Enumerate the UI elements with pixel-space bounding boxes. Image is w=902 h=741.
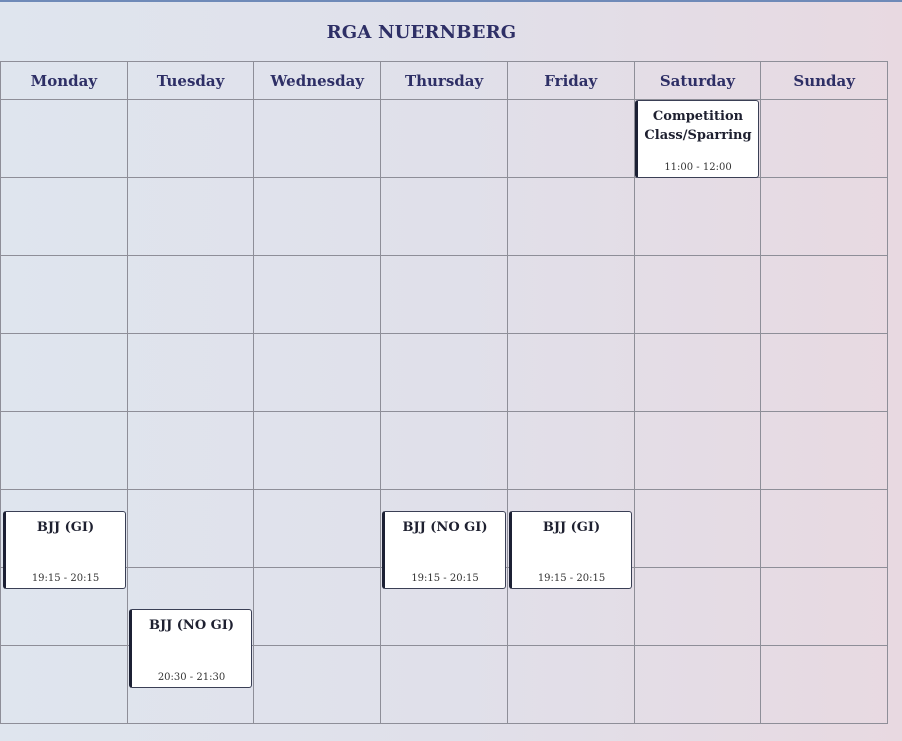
time-slot-cell	[506, 99, 635, 178]
time-slot-cell	[0, 411, 128, 490]
day-header-thursday: Thursday	[380, 61, 508, 100]
event-name: BJJ (GI)	[36, 520, 95, 535]
time-slot-row	[0, 645, 888, 724]
time-slot-cell	[633, 489, 762, 568]
time-slot-cell	[506, 333, 635, 412]
event-card[interactable]: BJJ (NO GI) 19:15 - 20:15	[382, 511, 506, 589]
time-slot-cell	[506, 255, 635, 334]
time-slot-cell	[633, 177, 762, 256]
time-slot-cell	[380, 177, 508, 256]
time-slot-cell	[633, 645, 762, 724]
event-card[interactable]: BJJ (GI) 19:15 - 20:15	[509, 511, 632, 589]
time-slot-cell	[253, 333, 382, 412]
day-header-row: Monday Tuesday Wednesday Thursday Friday…	[0, 61, 888, 100]
event-card[interactable]: BJJ (NO GI) 20:30 - 21:30	[129, 609, 252, 688]
time-slot-row	[0, 255, 888, 334]
time-slot-cell	[506, 411, 635, 490]
time-slot-cell	[633, 255, 762, 334]
day-header-monday: Monday	[0, 61, 128, 100]
time-slot-cell	[633, 411, 762, 490]
time-slot-cell	[253, 411, 382, 490]
time-slot-cell	[760, 177, 888, 256]
time-slot-cell	[760, 489, 888, 568]
event-time: 19:15 - 20:15	[537, 573, 606, 584]
day-header-tuesday: Tuesday	[126, 61, 255, 100]
time-slot-cell	[0, 99, 128, 178]
event-card[interactable]: Competition Class/Sparring 11:00 - 12:00	[635, 100, 759, 178]
time-slot-cell	[126, 411, 255, 490]
event-name: BJJ (GI)	[542, 520, 601, 535]
time-slot-cell	[633, 567, 762, 646]
time-slot-cell	[126, 99, 255, 178]
time-slot-row	[0, 333, 888, 412]
event-time: 20:30 - 21:30	[157, 672, 226, 683]
time-slot-cell	[380, 411, 508, 490]
event-card[interactable]: BJJ (GI) 19:15 - 20:15	[3, 511, 126, 589]
time-slot-cell	[380, 255, 508, 334]
time-slot-cell	[760, 645, 888, 724]
time-slot-cell	[253, 99, 382, 178]
time-slot-cell	[253, 645, 382, 724]
time-slot-cell	[0, 645, 128, 724]
day-header-saturday: Saturday	[633, 61, 762, 100]
time-slot-cell	[506, 645, 635, 724]
time-slot-cell	[760, 411, 888, 490]
time-slot-cell	[253, 177, 382, 256]
time-slot-row	[0, 411, 888, 490]
time-slot-cell	[760, 99, 888, 178]
time-slot-cell	[0, 177, 128, 256]
day-header-wednesday: Wednesday	[253, 61, 382, 100]
event-name: BJJ (NO GI)	[148, 618, 235, 633]
time-slot-cell	[126, 255, 255, 334]
time-slot-row	[0, 177, 888, 256]
time-slot-cell	[380, 333, 508, 412]
time-slot-cell	[760, 333, 888, 412]
event-time: 11:00 - 12:00	[664, 162, 732, 173]
time-slot-cell	[760, 567, 888, 646]
time-slot-cell	[126, 489, 255, 568]
time-slot-cell	[0, 255, 128, 334]
time-slot-cell	[380, 645, 508, 724]
day-header-sunday: Sunday	[760, 61, 888, 100]
event-time: 19:15 - 20:15	[411, 573, 479, 584]
time-slot-cell	[126, 333, 255, 412]
time-slot-cell	[633, 333, 762, 412]
time-slot-cell	[506, 177, 635, 256]
event-name: Competition Class/Sparring	[644, 109, 752, 143]
page-title: RGA NUERNBERG	[326, 22, 517, 43]
time-slot-cell	[126, 177, 255, 256]
time-slot-cell	[253, 255, 382, 334]
time-slot-cell	[0, 333, 128, 412]
event-name: BJJ (NO GI)	[402, 520, 488, 535]
time-slot-cell	[253, 567, 382, 646]
day-header-friday: Friday	[506, 61, 635, 100]
event-time: 19:15 - 20:15	[31, 573, 100, 584]
time-slot-cell	[760, 255, 888, 334]
time-slot-cell	[253, 489, 382, 568]
time-slot-cell	[380, 99, 508, 178]
